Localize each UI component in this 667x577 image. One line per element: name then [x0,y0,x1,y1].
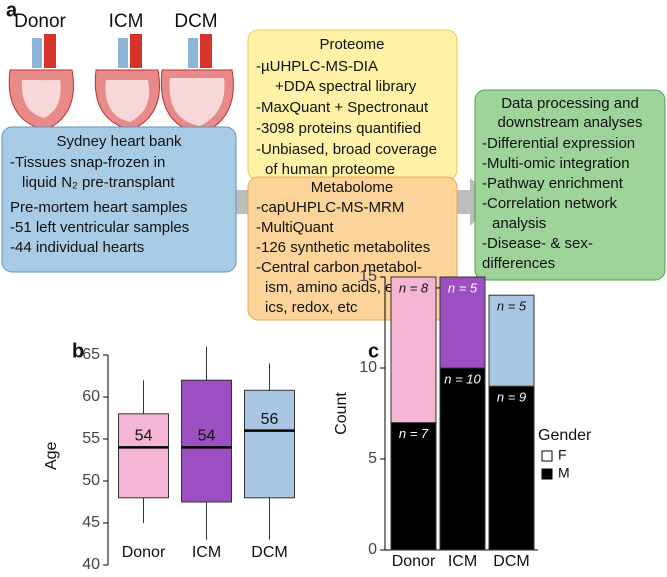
x-tick-label: Donor [122,544,166,561]
box-line: -Disease- & sex- [482,235,593,252]
legend-label: F [558,447,567,463]
box-line: -Unbiased, broad coverage [256,141,437,158]
y-axis-label: Age [43,441,60,470]
median-label: 54 [135,428,153,445]
box-line: -3098 proteins quantified [256,120,421,137]
box-line: -Differential expression [482,135,635,152]
hearts [8,34,234,135]
box-line: liquid N₂ pre-transplant [22,174,175,191]
value-label: n = 9 [497,390,526,405]
bar-segment [488,385,535,551]
value-label: n = 5 [448,280,478,295]
bar-segment [390,276,437,424]
box-line: Sydney heart bank [56,133,182,150]
box-line: -µUHPLC-MS-DIA [256,58,378,75]
heart-label: Donor [14,11,66,32]
box-line: -51 left ventricular samples [10,219,189,236]
box-line: -MaxQuant + Spectronaut [256,99,429,116]
heart-label: ICM [109,11,144,32]
box-line: ics, redox, etc [265,299,358,316]
box-line: -Central carbon metabol- [256,259,422,276]
box-line: -44 individual hearts [10,239,144,256]
y-tick-label: 45 [82,514,100,531]
bar-segment [439,367,486,551]
panel-label: b [72,340,84,362]
bar-segment [439,276,486,369]
box-line: -Pathway enrichment [482,175,624,192]
y-tick-label: 50 [82,472,100,489]
box-title: Proteome [319,36,384,53]
box [181,379,232,503]
y-tick-label: 15 [359,268,377,285]
box-line: +DDA spectral library [275,78,417,95]
bar-segment [390,422,437,551]
box-line: -Correlation network [482,195,618,212]
legend-title: Gender [538,427,592,444]
x-tick-label: DCM [251,544,287,561]
panel-label: c [368,340,379,362]
legend-label: M [558,465,570,481]
x-tick-label: ICM [448,553,477,570]
box-line: Pre-mortem heart samples [10,199,188,216]
value-label: n = 5 [497,299,527,314]
box-line: -capUHPLC-MS-MRM [256,199,404,216]
box [244,389,295,499]
heart-label: DCM [174,11,217,32]
analysis-box [474,89,666,281]
box-title: Data processing and [501,95,639,112]
panel-label: a [6,0,18,21]
y-tick-label: 10 [359,359,377,376]
legend-swatch [541,468,553,480]
median-label: 54 [198,428,216,445]
y-tick-label: 55 [82,430,100,447]
bar-segment [488,294,535,387]
y-tick-label: 60 [82,388,100,405]
median-label: 56 [261,411,279,428]
y-tick-label: 0 [368,541,377,558]
y-axis-label: Count [333,392,350,435]
box-line: differences [482,255,555,272]
x-tick-label: ICM [192,544,221,561]
x-tick-label: DCM [493,553,529,570]
box-line: analysis [492,215,546,232]
value-label: n = 10 [444,371,481,386]
value-label: n = 8 [399,280,429,295]
box [118,413,169,499]
box-title: downstream analyses [497,114,642,131]
box-line: -Tissues snap-frozen in [10,154,165,171]
box-line: -126 synthetic metabolites [256,239,430,256]
box-title: Metabolome [311,179,394,196]
box-line: -MultiQuant [256,219,334,236]
box-line: of human proteome [265,161,395,178]
y-tick-label: 65 [82,346,100,363]
legend-swatch [541,450,553,462]
y-tick-label: 40 [82,556,100,572]
x-tick-label: Donor [392,553,436,570]
box-line: -Multi-omic integration [482,155,630,172]
sydney-box [1,126,237,273]
value-label: n = 7 [399,426,429,441]
y-tick-label: 5 [368,450,377,467]
